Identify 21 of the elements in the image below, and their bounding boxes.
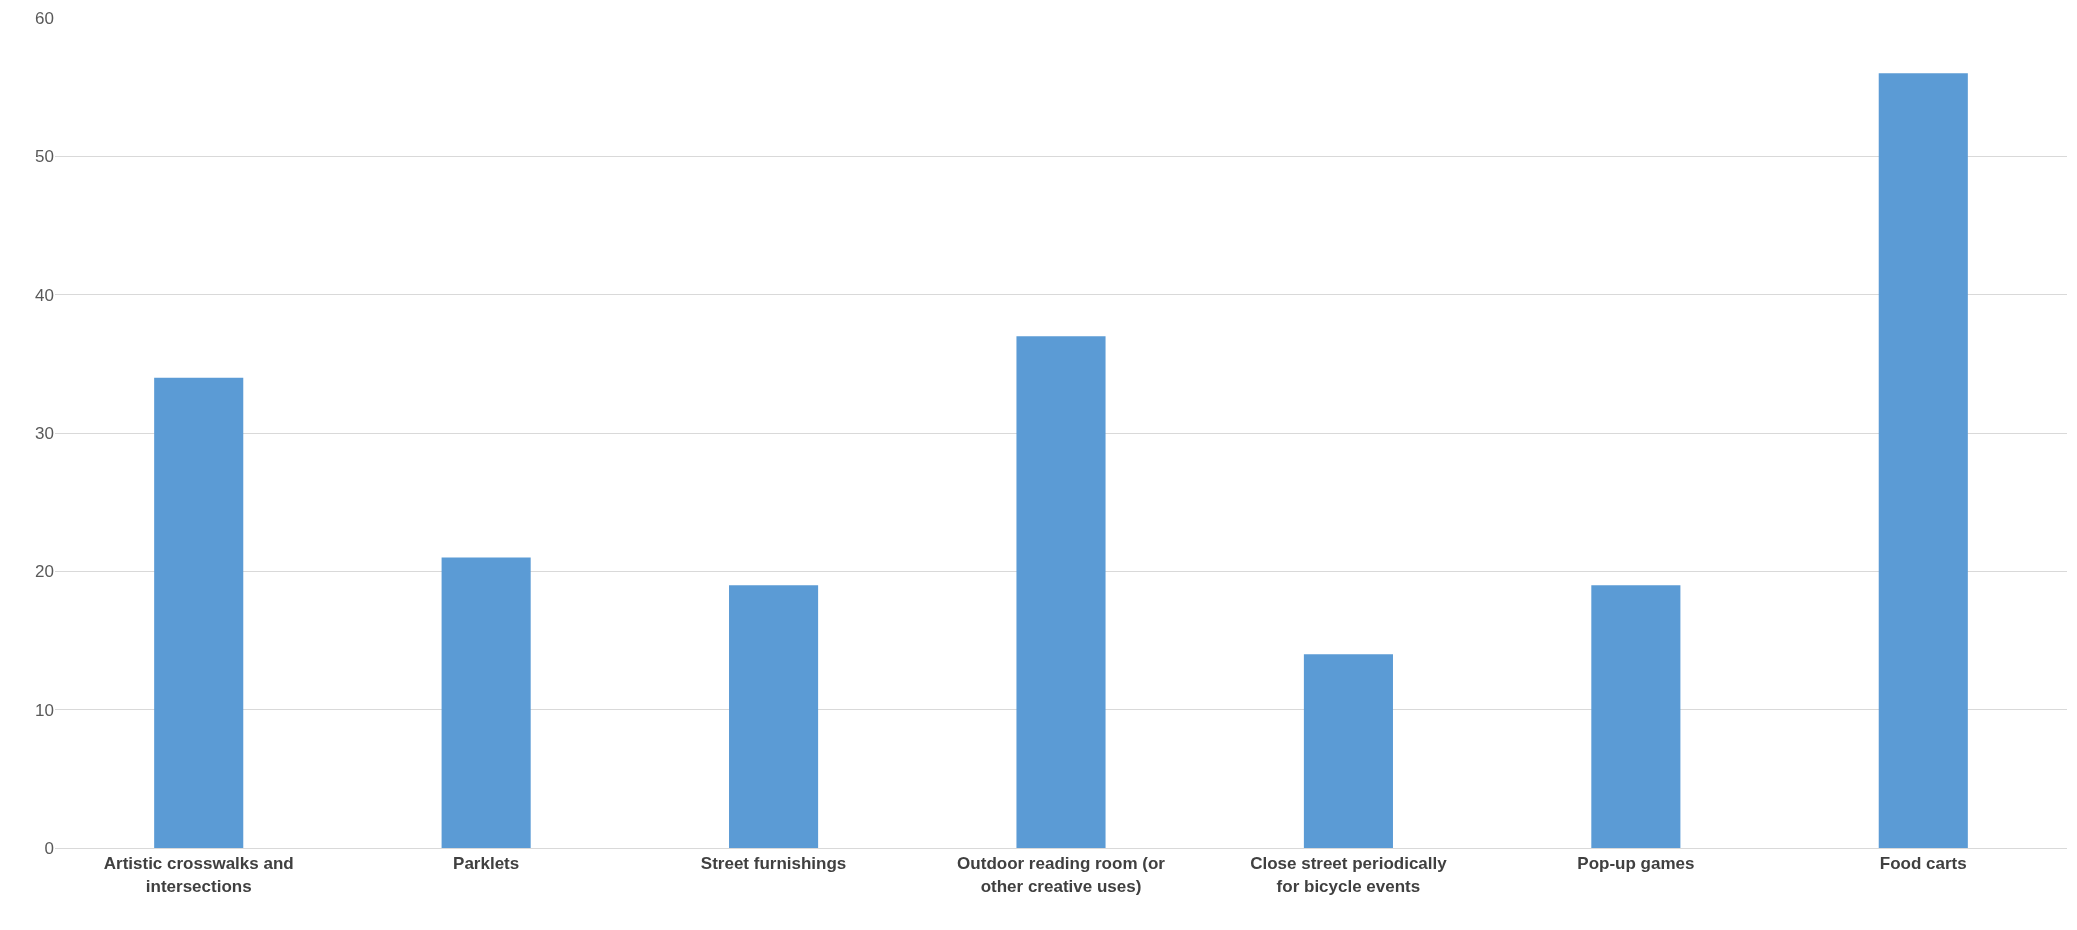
x-tick-label: Food carts: [1879, 854, 1967, 874]
y-tick-label: 40: [35, 285, 54, 305]
x-tick-label: Outdoor reading room (or other creative uses): [957, 854, 1166, 896]
y-tick-label: 10: [35, 700, 54, 720]
y-tick-label: 20: [35, 562, 54, 582]
bar: [1016, 336, 1106, 848]
x-tick-label: Close street periodically for bicycle events: [1250, 854, 1448, 896]
bar: [1303, 654, 1393, 848]
bar: [1878, 73, 1968, 848]
x-tick-label: Artistic crosswalks and intersections: [103, 854, 294, 896]
bar: [1591, 585, 1681, 848]
x-tick-label: Pop-up games: [1577, 854, 1695, 874]
y-tick-label: 50: [35, 147, 54, 167]
y-tick-label: 60: [35, 8, 54, 28]
x-tick-label: Street furnishings: [700, 854, 847, 874]
bar: [441, 557, 531, 848]
y-tick-label: 30: [35, 423, 54, 443]
x-tick-label: Parklets: [453, 854, 520, 874]
bar: [154, 377, 244, 848]
bar: [729, 585, 819, 848]
y-tick-label: 0: [44, 838, 54, 858]
